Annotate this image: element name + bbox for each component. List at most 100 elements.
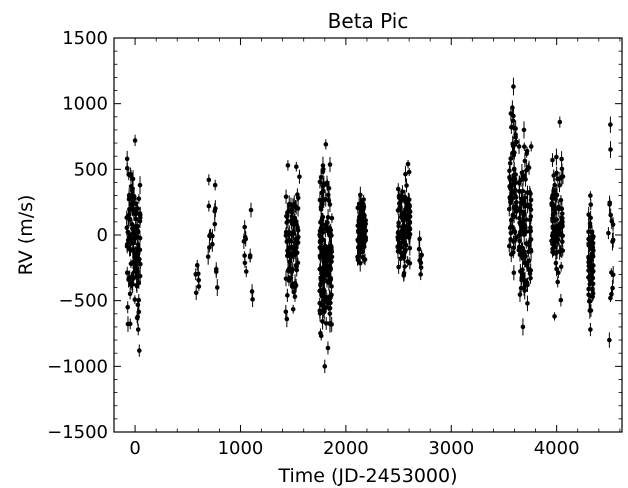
point-marker [550, 216, 555, 221]
data-point [512, 226, 518, 237]
point-marker [526, 249, 531, 255]
point-marker [512, 229, 518, 235]
data-point [553, 203, 559, 215]
point-marker [588, 272, 594, 278]
data-point [289, 216, 295, 232]
data-point [588, 271, 594, 280]
point-marker [522, 260, 528, 266]
point-marker [525, 301, 530, 306]
point-marker [404, 183, 409, 188]
data-point [247, 248, 253, 263]
data-point [610, 217, 616, 232]
point-marker [418, 265, 424, 270]
point-marker [327, 202, 333, 207]
data-point [249, 284, 255, 299]
data-point [607, 332, 612, 348]
point-marker [396, 240, 402, 246]
point-marker [407, 245, 413, 251]
point-marker [206, 203, 212, 209]
data-point [137, 233, 143, 243]
point-marker [136, 196, 142, 202]
point-marker [355, 257, 361, 263]
data-point [528, 141, 534, 152]
point-marker [290, 306, 296, 312]
data-point [323, 191, 329, 207]
point-marker [317, 311, 323, 316]
data-point [514, 194, 519, 211]
data-point [294, 161, 299, 172]
data-point [132, 134, 138, 147]
point-marker [606, 230, 611, 236]
point-marker [285, 231, 291, 236]
point-marker [523, 217, 529, 222]
data-point [608, 208, 613, 222]
point-marker [506, 206, 512, 212]
data-point [206, 174, 212, 186]
point-marker [588, 327, 593, 332]
data-point [550, 153, 555, 167]
point-marker [508, 230, 514, 236]
point-marker [521, 276, 526, 282]
point-marker [514, 200, 519, 205]
data-point [507, 220, 513, 236]
point-marker [555, 237, 561, 242]
data-point [283, 304, 289, 319]
data-point [134, 278, 140, 293]
data-point [213, 200, 218, 217]
data-point [290, 304, 296, 314]
data-point [406, 192, 411, 207]
point-marker [587, 308, 593, 313]
point-marker [212, 208, 218, 214]
point-marker [318, 246, 324, 252]
data-point [130, 270, 135, 283]
data-point [126, 209, 131, 226]
point-marker [398, 250, 404, 256]
point-marker [127, 291, 133, 297]
point-marker [294, 267, 300, 273]
point-marker [519, 224, 525, 230]
point-marker [517, 292, 523, 297]
point-marker [135, 229, 141, 235]
data-point [285, 227, 291, 239]
point-marker [286, 278, 292, 283]
data-point [358, 197, 364, 213]
data-point [525, 277, 530, 292]
point-marker [510, 182, 516, 187]
data-point [513, 128, 518, 147]
point-marker [318, 275, 323, 281]
point-marker [322, 244, 327, 250]
data-point [318, 240, 324, 258]
data-point [406, 167, 412, 177]
point-marker [406, 169, 412, 175]
point-marker [287, 259, 292, 265]
point-marker [587, 281, 593, 287]
data-point [127, 288, 133, 300]
data-point [528, 224, 534, 238]
data-point [552, 312, 557, 321]
data-point [552, 177, 558, 193]
data-point [321, 298, 326, 313]
data-point [521, 142, 527, 151]
data-point [212, 216, 218, 232]
point-marker [132, 297, 138, 302]
data-point [328, 247, 333, 266]
point-marker [516, 144, 522, 149]
point-marker [555, 279, 560, 285]
data-point [559, 163, 565, 175]
point-marker [395, 230, 401, 236]
point-marker [586, 212, 591, 217]
data-point [522, 154, 528, 168]
data-point [320, 313, 325, 330]
point-marker [396, 264, 401, 270]
point-marker [194, 262, 200, 268]
point-marker [607, 337, 612, 343]
point-marker [559, 166, 565, 172]
data-point [588, 251, 593, 268]
point-marker [551, 233, 557, 238]
point-marker [513, 134, 518, 140]
point-marker [210, 241, 215, 247]
point-marker [130, 176, 136, 182]
data-point [509, 120, 514, 134]
data-point [588, 210, 593, 225]
